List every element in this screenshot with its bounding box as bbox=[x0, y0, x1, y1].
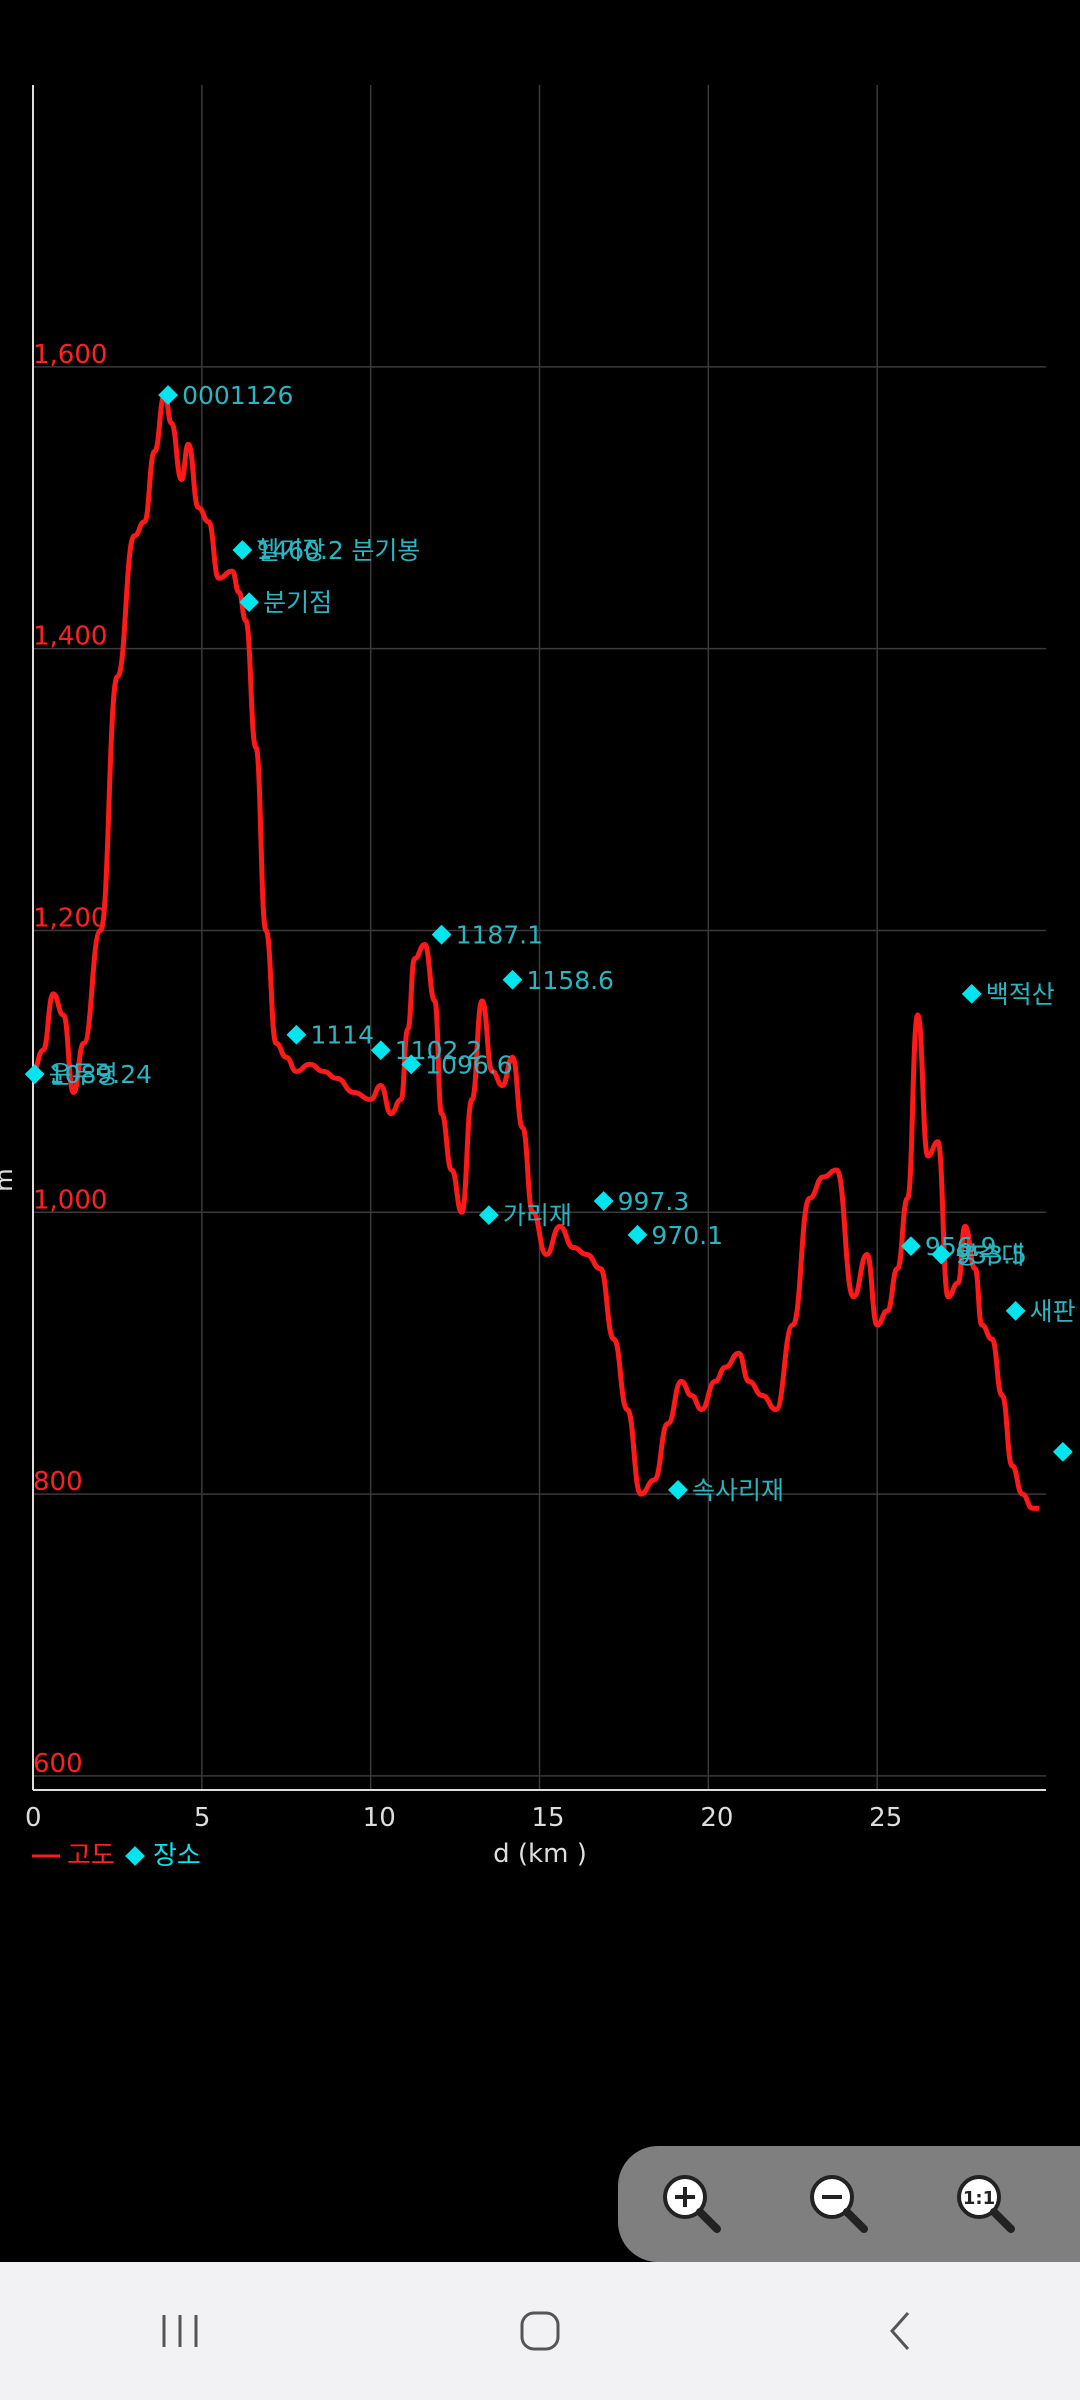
place-label: 분기점 bbox=[263, 588, 332, 617]
y-tick-label: 1,200 bbox=[33, 903, 107, 933]
place-label: 1096.6 bbox=[425, 1050, 512, 1079]
elevation-chart: 600 800 1,000 1,200 1,400 1,600 0 5 10 15 20 25 운두… bbox=[0, 85, 1076, 1871]
place-marker bbox=[370, 1040, 391, 1061]
place-label: 분기봉 bbox=[351, 536, 420, 565]
place-marker bbox=[961, 983, 982, 1004]
home-icon bbox=[520, 2311, 560, 2351]
place-marker bbox=[1005, 1301, 1026, 1321]
x-axis-tick-labels: 0 5 10 15 20 25 bbox=[25, 1803, 902, 1833]
x-axis-label: d (km ) bbox=[493, 1839, 587, 1869]
place-marker bbox=[627, 1224, 648, 1245]
x-tick-label: 10 bbox=[363, 1803, 396, 1833]
place-label: 1460.2 bbox=[256, 536, 343, 565]
chart-legend: 고도 장소 bbox=[32, 1841, 201, 1871]
chart-grid bbox=[32, 85, 1046, 1790]
zoom-out-icon bbox=[809, 2175, 868, 2233]
x-tick-label: 20 bbox=[700, 1803, 733, 1833]
place-marker bbox=[232, 540, 253, 560]
zoom-reset-button[interactable]: 1:1 bbox=[946, 2164, 1026, 2244]
recent-apps-icon bbox=[162, 2315, 198, 2347]
place-marker bbox=[286, 1024, 307, 1045]
zoom-in-icon bbox=[662, 2175, 721, 2233]
zoom-in-button[interactable] bbox=[652, 2164, 732, 2244]
place-label: 1158.6 bbox=[526, 966, 613, 995]
place-marker bbox=[1052, 1441, 1073, 1462]
x-tick-label: 5 bbox=[194, 1803, 211, 1833]
system-navigation-bar bbox=[0, 2262, 1080, 2400]
zoom-reset-icon: 1:1 bbox=[957, 2175, 1016, 2233]
back-icon bbox=[889, 2312, 910, 2350]
place-label: 봉수대 bbox=[955, 1241, 1024, 1270]
place-marker bbox=[478, 1205, 499, 1225]
place-marker bbox=[502, 969, 523, 990]
zoom-reset-label: 1:1 bbox=[963, 2188, 995, 2209]
place-label: 1187.1 bbox=[456, 921, 543, 950]
place-marker bbox=[593, 1191, 614, 1211]
place-marker bbox=[24, 1064, 45, 1085]
place-label: 1089.24 bbox=[49, 1060, 152, 1089]
place-label: 997.3 bbox=[618, 1187, 690, 1216]
elevation-series-line bbox=[31, 392, 1040, 1511]
zoom-out-button[interactable] bbox=[799, 2164, 879, 2244]
place-marker bbox=[931, 1244, 952, 1265]
y-axis-tick-labels: 600 800 1,000 1,200 1,400 1,600 bbox=[33, 340, 107, 1779]
place-label: 1114 bbox=[310, 1021, 374, 1050]
x-tick-label: 25 bbox=[869, 1803, 902, 1833]
place-marker bbox=[431, 924, 452, 945]
place-label: 새판 bbox=[1030, 1297, 1076, 1326]
place-marker bbox=[158, 385, 178, 405]
place-label: 953.5 bbox=[955, 1241, 1027, 1270]
y-tick-label: 1,000 bbox=[33, 1185, 107, 1215]
place-marker bbox=[668, 1479, 688, 1500]
back-button[interactable] bbox=[840, 2281, 960, 2381]
y-tick-label: 800 bbox=[33, 1467, 83, 1497]
place-label: 헬기장 bbox=[256, 536, 325, 565]
place-label: 속사리재 bbox=[692, 1476, 784, 1505]
place-label: 백적산 bbox=[986, 980, 1055, 1009]
place-marker bbox=[401, 1054, 422, 1075]
y-tick-label: 1,400 bbox=[33, 622, 107, 652]
legend-altitude-label: 고도 bbox=[67, 1841, 115, 1871]
place-label: 운두령 bbox=[49, 1060, 118, 1089]
y-tick-label: 600 bbox=[33, 1749, 83, 1779]
y-tick-label: 1,600 bbox=[33, 340, 107, 370]
zoom-controls: 1:1 bbox=[618, 2146, 1080, 2262]
x-tick-label: 15 bbox=[532, 1803, 565, 1833]
x-tick-label: 0 bbox=[25, 1803, 42, 1833]
place-label: 970.1 bbox=[651, 1221, 723, 1250]
place-label: 가리재 bbox=[503, 1201, 572, 1230]
legend-place-swatch bbox=[125, 1846, 145, 1866]
home-button[interactable] bbox=[480, 2281, 600, 2381]
legend-place-label: 장소 bbox=[153, 1841, 201, 1871]
place-label: 0001126 bbox=[182, 381, 293, 410]
place-marker bbox=[901, 1236, 921, 1256]
recent-apps-button[interactable] bbox=[120, 2281, 240, 2381]
y-axis-label: m bbox=[0, 1168, 18, 1191]
